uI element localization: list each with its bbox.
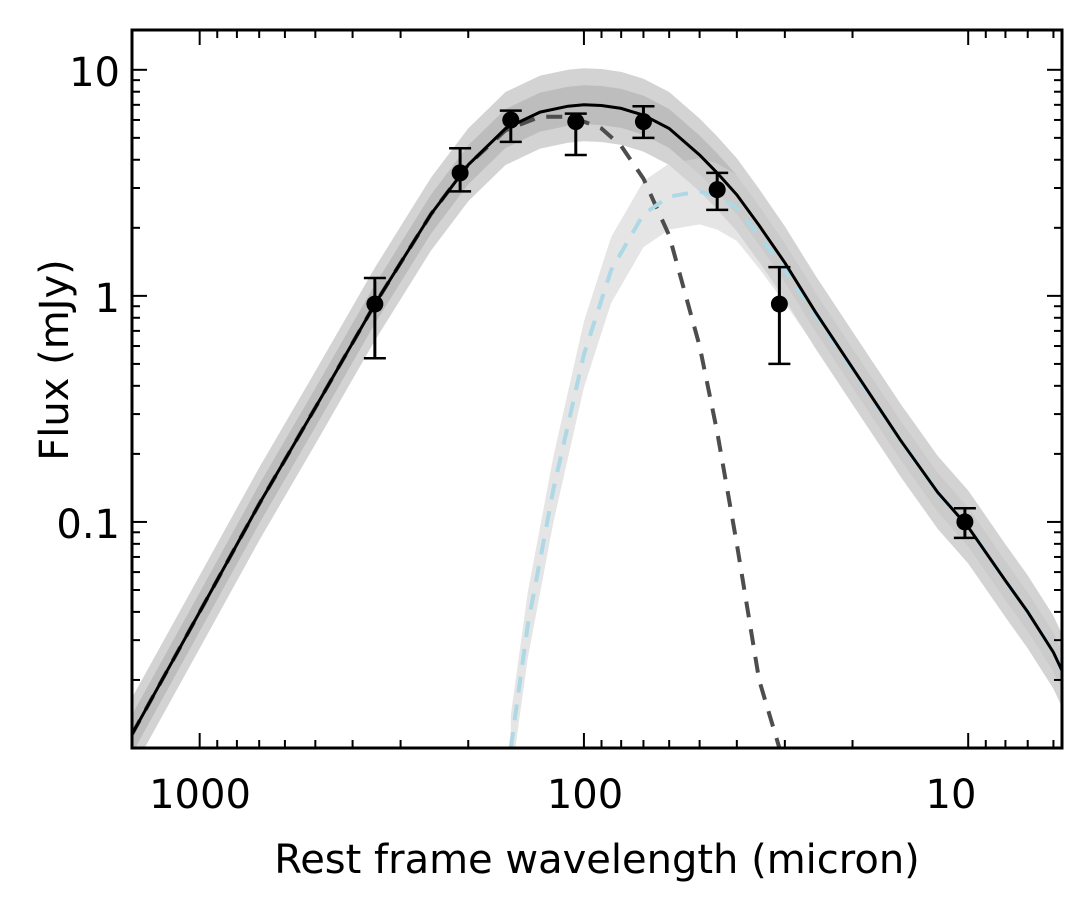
y-tick-label-10: 10 xyxy=(69,50,120,96)
observed-points xyxy=(363,104,976,540)
plot-frame xyxy=(130,28,1064,750)
total-model-line xyxy=(132,103,1062,736)
data-point-7 xyxy=(953,506,976,540)
data-point-6 xyxy=(768,265,791,366)
data-point-0 xyxy=(363,276,386,360)
x-axis-title: Rest frame wavelength (micron) xyxy=(274,837,920,883)
data-point-1 xyxy=(449,146,472,193)
band-outer xyxy=(132,68,1062,748)
data-point-4 xyxy=(632,104,655,140)
y-axis-title: Flux (mJy) xyxy=(32,259,78,461)
x-tick-label-1000: 1000 xyxy=(149,772,251,818)
marker xyxy=(770,295,788,313)
y-tick-label-1: 1 xyxy=(95,276,120,322)
model-curves xyxy=(132,103,1062,748)
marker xyxy=(366,295,384,313)
data-point-5 xyxy=(706,171,729,212)
y-tick-label-0.1: 0.1 xyxy=(56,502,120,548)
total-model-dash-overlay xyxy=(132,103,1062,735)
marker xyxy=(567,113,585,131)
axis-ticks xyxy=(132,30,1062,749)
data-point-2 xyxy=(499,109,522,144)
marker xyxy=(451,164,469,182)
marker xyxy=(502,111,520,129)
marker xyxy=(634,113,652,131)
marker xyxy=(708,181,726,199)
data-point-3 xyxy=(564,112,587,157)
marker xyxy=(956,513,974,531)
band-warm xyxy=(510,158,1062,748)
uncertainty-band xyxy=(132,68,1062,748)
x-tick-label-10: 10 xyxy=(926,772,977,818)
warm-dust-line xyxy=(508,189,1062,748)
band-inner xyxy=(132,85,1062,748)
x-tick-label-100: 100 xyxy=(547,772,623,818)
